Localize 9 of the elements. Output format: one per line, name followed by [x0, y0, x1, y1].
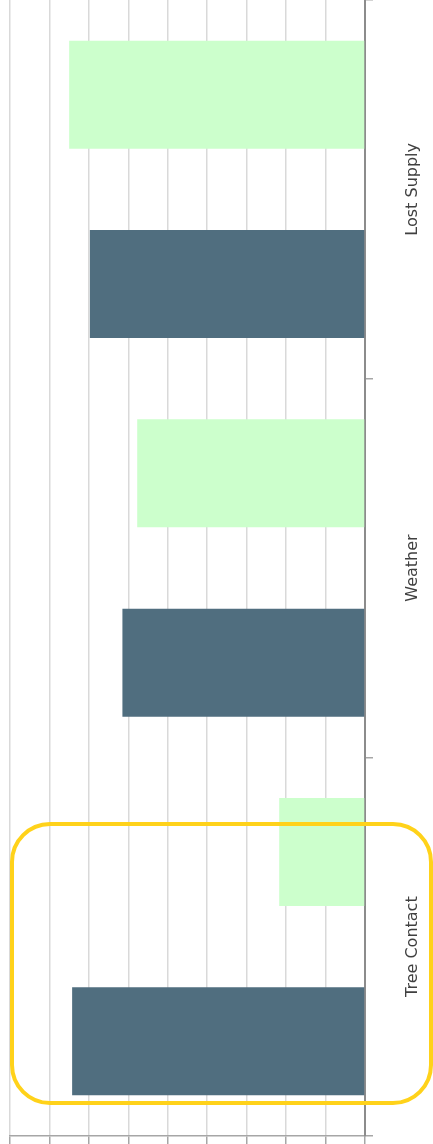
bar: [137, 419, 365, 528]
y-tick-label: Weather: [402, 533, 422, 602]
bar: [69, 40, 365, 149]
bar: [122, 608, 365, 717]
bar: [72, 987, 365, 1096]
y-tick-label: Tree Contact: [402, 896, 422, 998]
y-tick-label: Lost Supply: [402, 143, 422, 236]
bar: [279, 798, 365, 906]
bar: [89, 230, 365, 338]
